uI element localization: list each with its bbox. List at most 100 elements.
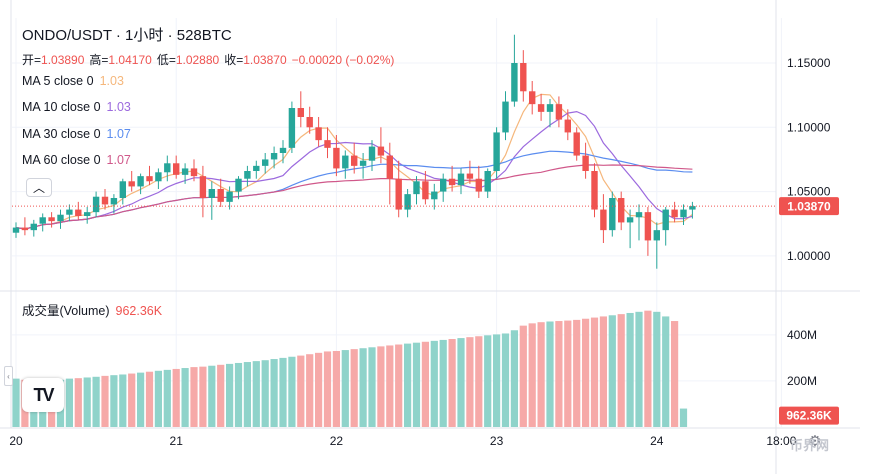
volume-bar: [404, 343, 412, 427]
volume-tick-label: 400M: [787, 328, 817, 342]
time-tick-label: 21: [170, 434, 184, 448]
candle-body: [270, 153, 278, 160]
candle-body: [386, 155, 393, 179]
candle-body: [217, 189, 224, 202]
candle-body: [324, 140, 331, 148]
volume-bar: [457, 338, 465, 427]
ohlc-item: 低=1.02880: [157, 53, 219, 67]
price-tick-label: 1.00000: [787, 249, 831, 263]
candle-body: [564, 119, 571, 133]
ma-legend-label: MA 60 close 0: [22, 153, 101, 167]
ohlc-value: 1.03870: [243, 53, 287, 67]
volume-bar: [341, 350, 349, 427]
candle-body: [297, 108, 304, 117]
candle-body: [448, 178, 456, 186]
volume-bar: [671, 321, 679, 427]
volume-bar: [288, 356, 296, 427]
volume-bar: [181, 368, 189, 427]
candle-body: [466, 173, 474, 179]
candle-body: [368, 146, 376, 161]
candle-body: [555, 104, 563, 120]
candle-body: [146, 176, 153, 182]
candle-body: [226, 191, 233, 202]
volume-bar: [350, 349, 358, 427]
volume-bar: [297, 355, 305, 427]
candle-body: [101, 196, 109, 205]
candle-body: [511, 63, 518, 102]
candle-body: [689, 206, 696, 210]
candle-body: [84, 212, 91, 216]
volume-bar: [653, 311, 661, 427]
candle-body: [626, 217, 634, 223]
candle-body: [173, 163, 180, 175]
last-volume-label: 962.36K: [786, 409, 832, 423]
candle-body: [110, 198, 118, 205]
candle-body: [635, 212, 643, 218]
symbol-title: ONDO/USDT · 1小时 · 528BTC: [22, 27, 232, 44]
volume-bar: [359, 348, 367, 427]
time-tick-label: 20: [9, 434, 23, 448]
ohlc-item: −0.00020 (−0.02%): [292, 53, 395, 67]
volume-bar: [217, 364, 225, 427]
volume-bar: [110, 375, 118, 427]
ohlc-readout: 开=1.03890 高=1.04170 低=1.02880 收=1.03870 −0.0…: [22, 51, 399, 68]
candle-body: [279, 147, 287, 153]
ma-legend-value: 1.07: [106, 153, 131, 167]
volume-bar: [448, 339, 456, 427]
candle-body: [137, 176, 144, 187]
volume-bar: [92, 376, 100, 427]
volume-bar: [145, 371, 154, 427]
candle-body: [208, 189, 215, 198]
gear-icon[interactable]: ⚙: [808, 433, 822, 450]
volume-bar: [484, 335, 492, 427]
candle-body: [262, 159, 269, 166]
candle-body: [359, 160, 367, 166]
volume-bar: [163, 369, 171, 427]
ohlc-value: 1.04170: [108, 53, 152, 67]
volume-bar: [412, 342, 421, 427]
candle-body: [12, 227, 20, 233]
candle-body: [520, 63, 527, 92]
ohlc-key: 收=: [224, 53, 244, 67]
volume-bar: [65, 378, 73, 427]
volume-bar: [154, 370, 162, 427]
candle-body: [57, 214, 64, 222]
ma-legend-row[interactable]: MA 60 close 0 1.07: [22, 153, 131, 167]
volume-bar: [617, 314, 625, 427]
candle-body: [493, 132, 500, 171]
candle-body: [680, 209, 687, 218]
volume-bar: [662, 316, 670, 427]
volume-bar: [493, 334, 501, 427]
candle-body: [475, 178, 482, 192]
time-tick-label: 23: [490, 434, 504, 448]
watermark: 币界网: [790, 438, 830, 453]
ma-legend-row[interactable]: MA 30 close 0 1.07: [22, 127, 131, 141]
volume-bar: [199, 366, 207, 427]
candle-body: [457, 173, 465, 186]
volume-bar: [101, 375, 109, 427]
candle-body: [333, 147, 340, 169]
time-tick-label: 18:00: [766, 434, 796, 448]
ma-legend-label: MA 5 close 0: [22, 74, 94, 88]
candle-body: [128, 181, 135, 187]
tradingview-logo[interactable]: TV: [22, 378, 64, 412]
pane-resize-handle[interactable]: ‹: [4, 366, 13, 386]
ma-legend-row[interactable]: MA 10 close 0 1.03: [22, 100, 131, 114]
volume-bar: [279, 357, 287, 427]
volume-legend-label: 成交量(Volume): [22, 304, 110, 318]
volume-bar: [519, 325, 527, 427]
volume-bar: [12, 378, 20, 427]
collapse-legend-button[interactable]: ︿: [26, 178, 52, 197]
candle-body: [404, 194, 411, 210]
volume-bar: [119, 374, 127, 427]
candle-body: [235, 178, 242, 192]
volume-bar: [644, 310, 652, 427]
volume-bar: [528, 323, 536, 427]
candle-body: [395, 178, 402, 210]
volume-bar: [83, 377, 91, 427]
candle-body: [600, 209, 607, 231]
ma-legend-row[interactable]: MA 5 close 0 1.03: [22, 74, 124, 88]
candle-body: [253, 165, 260, 171]
volume-tick-label: 200M: [787, 374, 817, 388]
